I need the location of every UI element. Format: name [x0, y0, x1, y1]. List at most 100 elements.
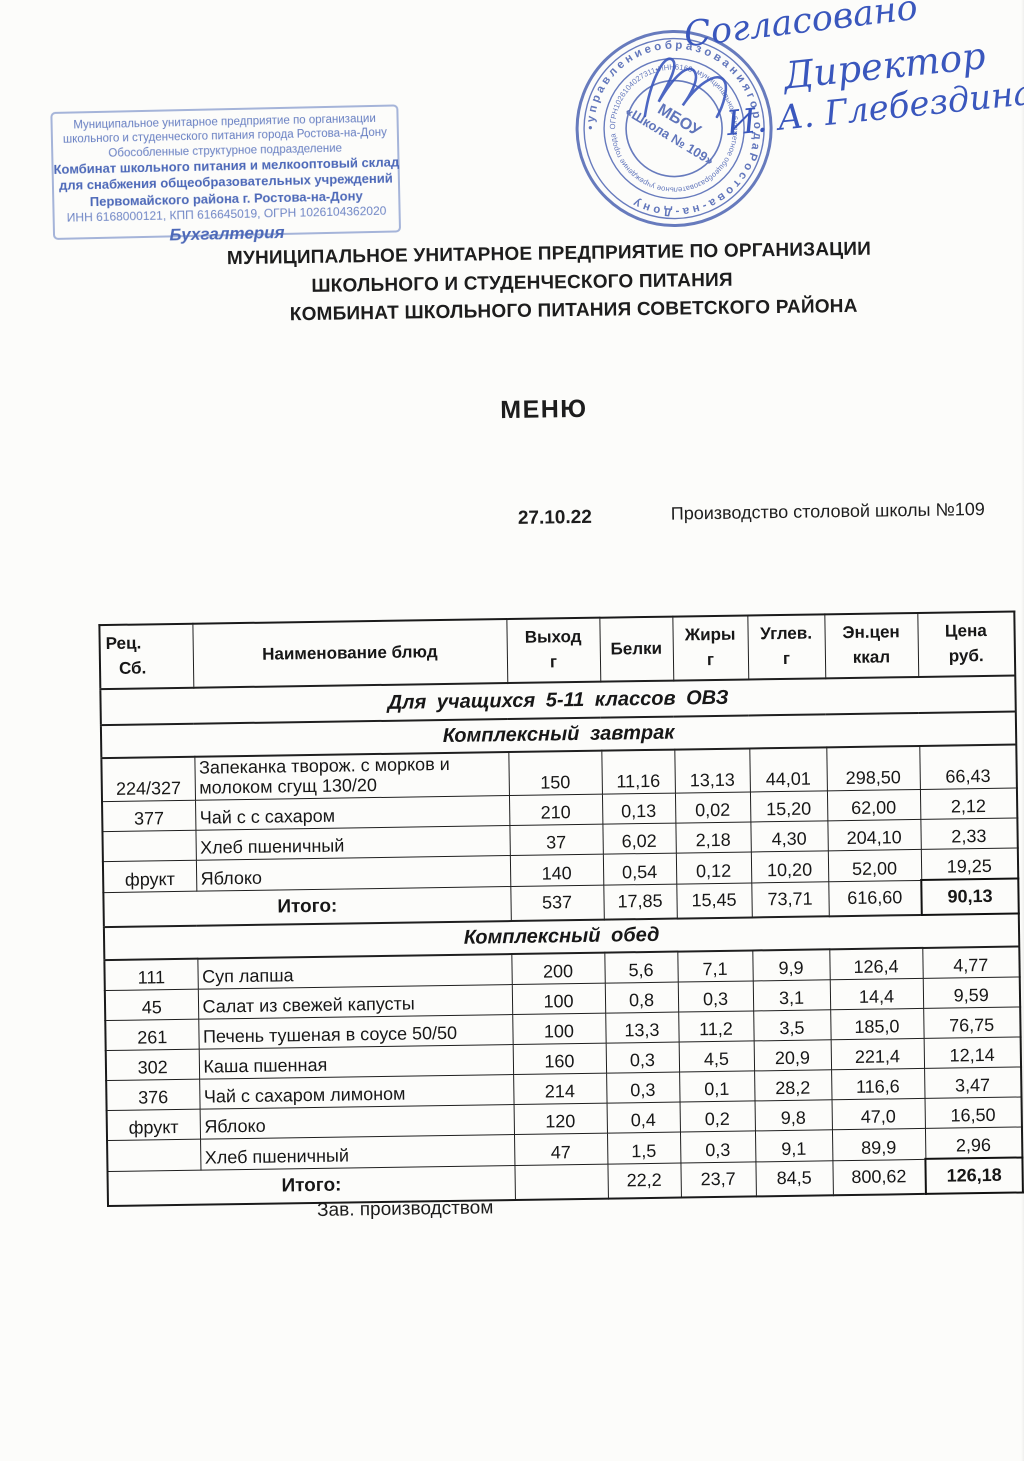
col-header-unit: Сб.	[118, 658, 147, 678]
total-price-cell: 90,13	[921, 878, 1019, 916]
signature-flourish-icon	[643, 57, 728, 119]
price-cell: 2,96	[924, 1127, 1023, 1160]
dish-name-cell: Каша пшенная	[198, 1044, 514, 1080]
col-header-energy: Эн.цен ккал	[824, 612, 919, 679]
protein-cell: 11,16	[601, 749, 675, 795]
recipe-code-cell	[102, 830, 196, 862]
recipe-code-cell: 261	[105, 1019, 199, 1051]
output-cell: 100	[512, 1013, 606, 1045]
output-cell: 47	[514, 1133, 608, 1166]
dish-name-cell: Чай с с сахаром	[195, 795, 510, 831]
fat-cell: 7,1	[677, 950, 753, 983]
col-header-protein: Белки	[599, 616, 674, 682]
kcal-cell: 14,4	[829, 978, 924, 1011]
lunch-rows: 111 Суп лапша 200 5,6 7,1 9,9 126,4 4,77…	[104, 946, 1023, 1172]
carb-cell: 9,9	[752, 949, 830, 982]
output-cell: 200	[511, 952, 605, 985]
carb-cell: 3,5	[753, 1010, 831, 1042]
kcal-cell: 298,50	[826, 745, 920, 792]
protein-cell: 0,3	[606, 1072, 680, 1104]
fat-cell: 0,3	[679, 1131, 756, 1163]
output-cell: 140	[509, 854, 604, 887]
fat-cell: 0,3	[677, 981, 754, 1013]
recipe-code-cell: 111	[104, 959, 198, 991]
kcal-cell: 204,10	[827, 819, 921, 852]
col-header-unit: ккал	[852, 647, 891, 667]
total-protein-cell: 17,85	[603, 883, 677, 920]
col-header-text: Цена	[944, 621, 987, 641]
fat-cell: 0,12	[675, 852, 752, 884]
dish-name-cell: Запеканка творож. с морков и молоком сгу…	[194, 752, 509, 801]
protein-cell: 13,3	[605, 1012, 679, 1044]
total-fat-cell: 23,7	[680, 1161, 756, 1198]
price-cell: 76,75	[923, 1007, 1021, 1039]
price-cell: 66,43	[919, 744, 1017, 790]
total-output-cell: 537	[510, 884, 604, 922]
recipe-code-cell: 302	[105, 1049, 200, 1081]
carb-cell: 4,30	[750, 821, 828, 853]
col-header-fat: Жиры г	[672, 615, 749, 681]
col-header-dish: Наименование блюд	[192, 619, 508, 688]
col-header-text: Углев.	[760, 623, 813, 644]
col-header-text: Наименование блюд	[261, 641, 438, 664]
col-header-unit: руб.	[948, 645, 984, 666]
col-header-text: Рец.	[105, 633, 142, 654]
recipe-code-cell: фрукт	[106, 1109, 201, 1141]
output-cell: 100	[511, 983, 606, 1015]
price-cell: 4,77	[922, 946, 1020, 979]
total-protein-cell: 22,2	[607, 1162, 681, 1199]
recipe-code-cell	[107, 1139, 201, 1172]
price-cell: 9,59	[922, 977, 1021, 1009]
fat-cell: 2,18	[675, 822, 751, 854]
protein-cell: 0,4	[606, 1102, 680, 1134]
kcal-cell: 62,00	[826, 789, 921, 822]
price-cell: 12,14	[923, 1037, 1022, 1069]
carb-cell: 9,8	[754, 1100, 832, 1132]
menu-date: 27.10.22	[517, 506, 592, 529]
total-kcal-cell: 616,60	[828, 880, 922, 917]
protein-cell: 0,3	[605, 1042, 680, 1074]
col-header-text: Жиры	[684, 625, 736, 645]
dish-name-cell: Печень тушеная в соусе 50/50	[198, 1014, 513, 1050]
org-name-line1: МУНИЦИПАЛЬНОЕ УНИТАРНОЕ ПРЕДПРИЯТИЕ ПО О…	[226, 238, 872, 270]
carb-cell: 10,20	[750, 851, 829, 883]
dish-name-cell: Хлеб пшеничный	[195, 825, 510, 861]
org-name-line2: ШКОЛЬНОГО И СТУДЕНЧЕСКОГО ПИТАНИЯ	[311, 269, 733, 297]
total-fat-cell: 15,45	[676, 882, 752, 919]
menu-table: Рец. Сб. Наименование блюд Выход г Белки…	[98, 610, 1024, 1208]
org-name-line3: КОМБИНАТ ШКОЛЬНОГО ПИТАНИЯ СОВЕТСКОГО РА…	[289, 295, 858, 326]
total-output-cell	[514, 1163, 608, 1201]
col-header-text: Выход	[524, 627, 582, 648]
output-cell: 210	[508, 794, 603, 826]
col-header-unit: г	[549, 652, 558, 672]
output-cell: 120	[513, 1103, 607, 1135]
kcal-cell: 89,9	[831, 1128, 926, 1161]
fat-cell: 0,1	[679, 1071, 755, 1103]
price-cell: 2,33	[920, 818, 1018, 850]
col-header-text: Белки	[610, 638, 663, 659]
col-header-text: Эн.цен	[842, 622, 900, 643]
col-header-recipe: Рец. Сб.	[99, 623, 194, 690]
recipe-code-cell: 377	[102, 800, 196, 832]
scan-edge-shadow	[1021, 0, 1024, 1461]
dish-name-cell: Чай с сахаром лимоном	[199, 1074, 514, 1110]
output-cell: 37	[509, 824, 603, 856]
protein-cell: 0,8	[604, 982, 679, 1014]
protein-cell: 0,13	[601, 793, 676, 825]
dish-name-cell: Салат из свежей капусты	[197, 984, 513, 1020]
col-header-output: Выход г	[506, 617, 601, 684]
school-round-stamp-icon: • у п р а в л е н и е о б р а з о в а н …	[571, 25, 773, 228]
kcal-cell: 221,4	[830, 1038, 925, 1071]
total-price-cell: 126,18	[925, 1157, 1023, 1195]
price-cell: 2,12	[919, 788, 1018, 820]
col-header-price: Цена руб.	[917, 611, 1016, 677]
output-cell: 214	[513, 1073, 607, 1105]
col-header-unit: г	[706, 649, 715, 670]
protein-cell: 6,02	[602, 823, 676, 855]
production-manager-label: Зав. производством	[316, 1197, 494, 1221]
col-header-carb: Углев. г	[747, 614, 826, 680]
total-carb-cell: 84,5	[755, 1160, 833, 1197]
protein-cell: 0,54	[602, 853, 677, 885]
fat-cell: 0,2	[679, 1101, 755, 1133]
